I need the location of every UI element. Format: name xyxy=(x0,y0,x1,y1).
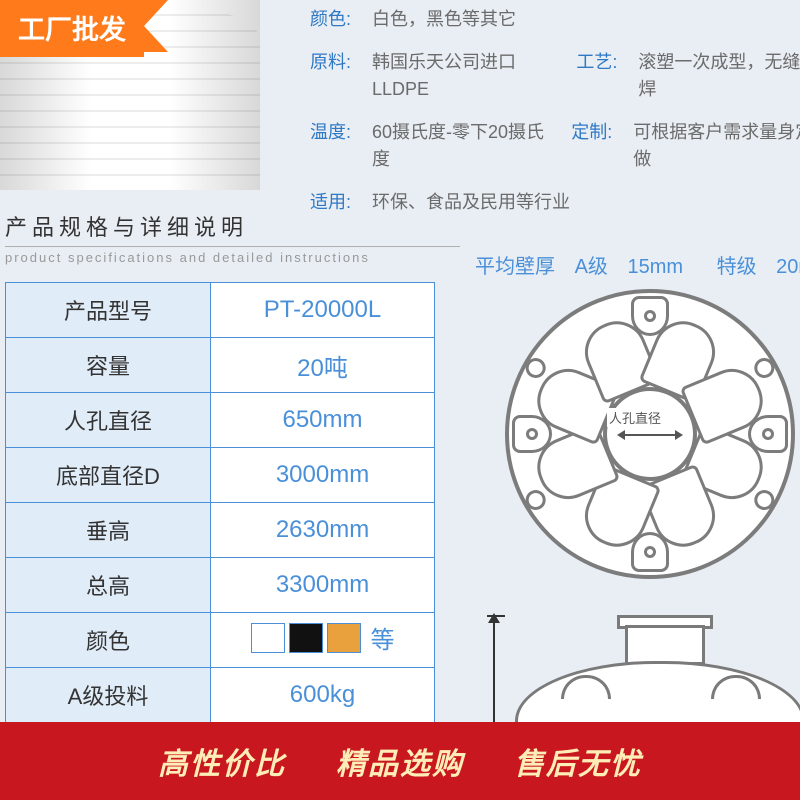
color-swatch xyxy=(251,623,285,653)
diagram-grade-s: 特级 xyxy=(717,256,757,278)
diagram-grade-a: A级 xyxy=(575,256,608,278)
spec-value: PT-20000L xyxy=(211,283,435,338)
color-swatch xyxy=(327,623,361,653)
factory-badge: 工厂批发 xyxy=(0,0,144,57)
color-etc: 等 xyxy=(371,620,395,655)
table-row: 垂高2630mm xyxy=(6,503,435,558)
spec-key: 容量 xyxy=(6,338,211,393)
diagram-grade-s-val: 20mm xyxy=(776,256,800,278)
section-header: 产品规格与详细说明 product specifications and det… xyxy=(5,210,460,265)
table-row: 颜色 等 xyxy=(6,613,435,668)
spec-key: 产品型号 xyxy=(6,283,211,338)
prop-row-color: 颜色: 白色，黑色等其它 xyxy=(310,6,800,33)
factory-badge-label: 工厂批发 xyxy=(18,15,126,45)
prop-row-temp: 温度: 60摄氏度-零下20摄氏度 定制: 可根据客户需求量身定做 xyxy=(310,119,800,173)
diagram-title-prefix: 平均壁厚 xyxy=(475,256,555,278)
footer-bar: 高性价比 精品选购 售后无忧 xyxy=(0,722,800,800)
prop-key: 定制: xyxy=(571,119,633,173)
spec-value: 2630mm xyxy=(211,503,435,558)
spec-key: 底部直径D xyxy=(6,448,211,503)
prop-val: 滚塑一次成型，无缝无焊 xyxy=(638,49,800,103)
prop-val: 可根据客户需求量身定做 xyxy=(633,119,800,173)
prop-key: 原料: xyxy=(310,49,372,103)
prop-key: 工艺: xyxy=(576,49,638,103)
prop-val: 60摄氏度-零下20摄氏度 xyxy=(372,119,551,173)
spec-value: 20吨 xyxy=(211,338,435,393)
properties-list: 颜色: 白色，黑色等其它 原料: 韩国乐天公司进口LLDPE 工艺: 滚塑一次成… xyxy=(310,6,800,232)
spec-value: 600kg xyxy=(211,668,435,723)
spec-key: 垂高 xyxy=(6,503,211,558)
inner-ring: 人孔直径 xyxy=(603,387,697,481)
table-row: 总高3300mm xyxy=(6,558,435,613)
spec-key: 总高 xyxy=(6,558,211,613)
table-row: 底部直径D3000mm xyxy=(6,448,435,503)
manhole-arrow-icon xyxy=(619,434,681,436)
spec-key: 人孔直径 xyxy=(6,393,211,448)
prop-val: 韩国乐天公司进口LLDPE xyxy=(372,49,556,103)
dim-tick xyxy=(487,615,505,617)
spec-key: A级投料 xyxy=(6,668,211,723)
footer-item: 售后无忧 xyxy=(514,739,642,783)
spec-key: 颜色 xyxy=(6,613,211,668)
spec-value: 3000mm xyxy=(211,448,435,503)
color-swatch xyxy=(289,623,323,653)
spec-value: 650mm xyxy=(211,393,435,448)
footer-item: 精品选购 xyxy=(336,739,464,783)
prop-key: 温度: xyxy=(310,119,372,173)
diagram-panel: 平均壁厚 A级 15mm 特级 20mm 人孔直径 xyxy=(475,250,800,761)
tank-topview: 人孔直径 xyxy=(505,289,795,579)
section-title-en: product specifications and detailed inst… xyxy=(5,246,460,265)
prop-val: 白色，黑色等其它 xyxy=(372,6,516,33)
section-title-cn: 产品规格与详细说明 xyxy=(5,210,460,242)
table-row: 容量20吨 xyxy=(6,338,435,393)
table-row: 人孔直径650mm xyxy=(6,393,435,448)
table-row: 产品型号PT-20000L xyxy=(6,283,435,338)
prop-row-material: 原料: 韩国乐天公司进口LLDPE 工艺: 滚塑一次成型，无缝无焊 xyxy=(310,49,800,103)
diagram-title: 平均壁厚 A级 15mm 特级 20mm xyxy=(475,250,800,279)
footer-item: 高性价比 xyxy=(158,739,286,783)
spec-table: 产品型号PT-20000L容量20吨人孔直径650mm底部直径D3000mm垂高… xyxy=(5,282,435,723)
manhole-label: 人孔直径 xyxy=(607,408,663,427)
table-row: A级投料600kg xyxy=(6,668,435,723)
prop-key: 颜色: xyxy=(310,6,372,33)
sideview-lid xyxy=(625,625,705,665)
spec-value: 3300mm xyxy=(211,558,435,613)
diagram-grade-a-val: 15mm xyxy=(627,256,683,278)
spec-value-colors: 等 xyxy=(211,613,435,668)
